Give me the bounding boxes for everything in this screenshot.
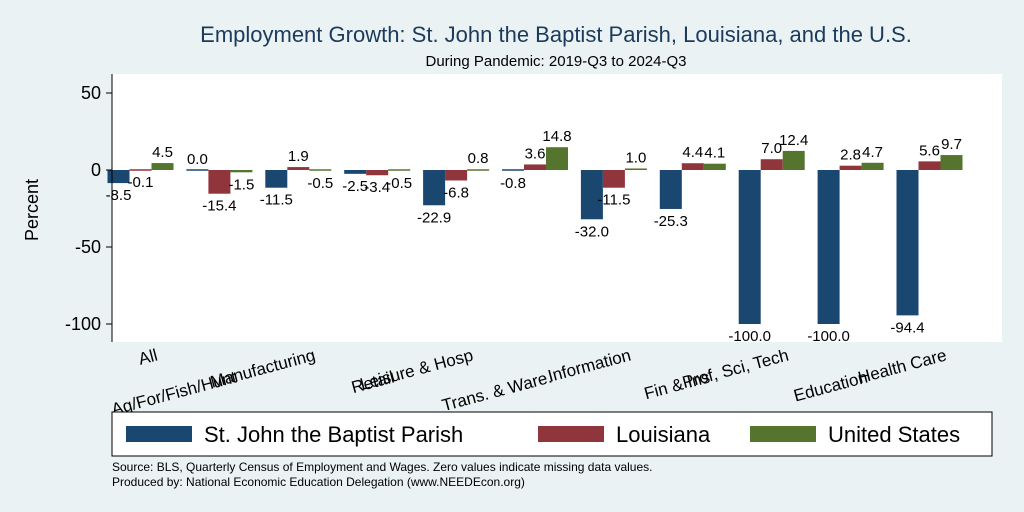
value-labels: -8.5-0.14.5 0.0-15.4-1.5-11.51.9-0.5 -2.5-…	[106, 128, 962, 345]
value-label: 4.5	[152, 144, 173, 161]
value-label: -6.8	[443, 184, 469, 201]
bar	[760, 159, 783, 170]
bar	[208, 170, 231, 194]
category-label: Manufacturing	[208, 346, 317, 392]
value-label: 5.6	[919, 142, 940, 159]
chart-title: Employment Growth: St. John the Baptist …	[200, 22, 912, 47]
bar	[388, 169, 411, 171]
category-label: Prof, Sci, Tech	[680, 346, 790, 393]
value-label: -2.5	[342, 178, 368, 195]
bar	[817, 170, 840, 324]
category-label: Information	[546, 346, 633, 386]
y-tick-label: -50	[75, 237, 101, 257]
bar	[546, 147, 568, 170]
bar	[738, 170, 761, 324]
source-note: Source: BLS, Quarterly Census of Employm…	[112, 460, 652, 474]
value-label: 4.4	[682, 144, 703, 161]
category-label: Trans. & Ware.	[440, 368, 554, 416]
value-label: -94.4	[890, 319, 924, 336]
value-label: -3.4	[364, 179, 390, 196]
y-tick-label: 0	[91, 160, 101, 180]
bar	[230, 170, 253, 173]
bar	[896, 170, 919, 316]
value-label: -11.5	[597, 192, 630, 209]
bar	[524, 164, 546, 170]
bar	[782, 150, 805, 170]
category-label: All	[136, 346, 159, 369]
value-label: 12.4	[779, 132, 808, 149]
bar	[703, 163, 726, 170]
legend-label: St. John the Baptist Parish	[204, 422, 463, 447]
bar	[445, 170, 468, 181]
value-label: 9.7	[941, 136, 962, 153]
legend-swatch	[750, 426, 816, 442]
produced-note: Produced by: National Economic Education…	[112, 475, 525, 489]
value-label: 4.7	[862, 144, 883, 161]
legend-label: Louisiana	[616, 422, 711, 447]
bar	[839, 165, 862, 170]
value-label: -0.8	[500, 175, 526, 192]
y-ticks: 50 0 -50 -100	[65, 83, 112, 334]
value-label: -1.5	[228, 176, 254, 193]
bar	[502, 169, 524, 171]
value-label: -32.0	[575, 223, 609, 240]
legend: St. John the Baptist Parish Louisiana Unit…	[111, 411, 993, 457]
value-label: -22.9	[417, 209, 451, 226]
bar	[309, 169, 332, 171]
bar	[659, 170, 682, 209]
value-label: 14.8	[542, 128, 571, 145]
value-label: -0.5	[386, 175, 412, 192]
plot-area	[112, 74, 1002, 342]
value-label: 4.1	[704, 145, 725, 162]
bar	[467, 169, 490, 171]
value-label: 0.0	[187, 151, 208, 168]
value-label: -25.3	[654, 213, 688, 230]
bar	[107, 170, 130, 184]
value-label: 1.9	[288, 148, 309, 165]
y-tick-label: -100	[65, 314, 101, 334]
bar	[186, 169, 209, 171]
value-label: 7.0	[761, 140, 782, 157]
value-label: -100.0	[807, 328, 850, 345]
bar	[580, 170, 603, 220]
bar	[624, 168, 647, 170]
bar	[681, 163, 704, 170]
value-label: -11.5	[260, 192, 293, 209]
legend-box	[111, 411, 993, 457]
value-label: 0.8	[468, 150, 489, 167]
value-label: -0.5	[307, 175, 333, 192]
value-label: -15.4	[202, 198, 236, 215]
value-label: -8.5	[106, 187, 132, 204]
bars-group	[107, 147, 963, 324]
bar	[602, 170, 625, 188]
legend-swatch	[126, 426, 192, 442]
chart-subtitle: During Pandemic: 2019-Q3 to 2024-Q3	[426, 53, 687, 70]
category-label: Leisure & Hosp	[358, 346, 475, 394]
y-axis-label: Percent	[22, 179, 42, 241]
value-label: -100.0	[728, 328, 771, 345]
value-label: 3.6	[525, 145, 546, 162]
value-label: -0.1	[128, 174, 154, 191]
value-label: 1.0	[625, 149, 646, 166]
bar	[366, 170, 389, 176]
bar	[423, 170, 446, 206]
bar	[861, 162, 884, 170]
bar	[940, 155, 963, 170]
bar	[918, 161, 941, 170]
legend-label: United States	[828, 422, 960, 447]
bar	[265, 170, 288, 188]
bar	[129, 169, 152, 171]
bar	[287, 167, 310, 170]
bar	[151, 163, 174, 170]
category-label: Health Care	[856, 346, 949, 388]
legend-swatch	[538, 426, 604, 442]
bar	[344, 170, 367, 174]
value-label: 2.8	[840, 147, 861, 164]
y-tick-label: 50	[81, 83, 101, 103]
